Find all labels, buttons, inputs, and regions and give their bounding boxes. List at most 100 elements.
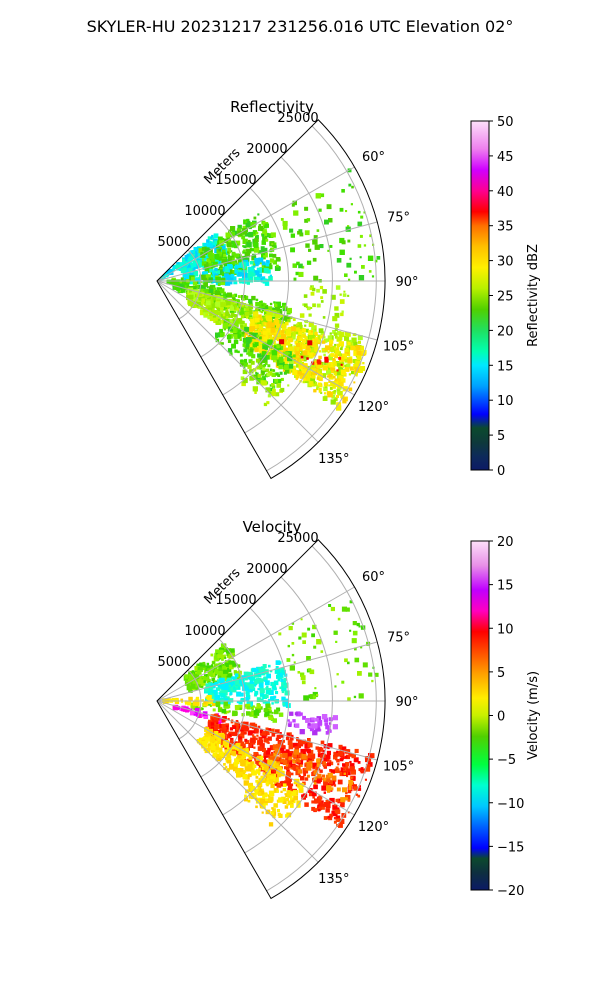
radar-gate [279,767,283,771]
radar-gate [230,226,236,232]
radar-gate [233,255,236,258]
radar-gate [276,359,280,363]
radar-gate [193,247,198,251]
radar-gate [302,374,308,380]
radar-gate [189,710,195,716]
radar-gate [246,281,250,285]
radar-gate [278,364,283,370]
radar-gate [264,711,270,717]
radar-gate [268,710,272,714]
radar-gate [347,789,352,794]
radar-gate [243,684,246,687]
radar-gate [287,644,290,648]
radar-gate [269,356,273,360]
radar-gate [313,235,318,240]
radar-gate [206,662,210,666]
radar-gate [300,355,304,359]
radar-gate [202,296,206,299]
radar-gate [261,248,267,253]
radar-gate [237,704,243,710]
radar-gate [242,228,245,231]
radar-gate [299,729,305,735]
radar-gate [195,672,198,675]
radar-gate [221,249,226,254]
radar-gate [315,766,320,771]
radar-gate [220,694,223,697]
radar-gate [314,808,318,811]
radar-gate [224,704,229,709]
radar-gate [298,774,301,778]
radar-gate [279,356,284,361]
radar-gate [271,807,274,810]
radar-gate [189,676,195,681]
radar-gate [247,364,252,369]
radar-gate [316,776,322,782]
radar-gate [236,307,240,311]
radar-gate [226,758,232,764]
radar-gate [326,778,331,783]
radar-gate [307,742,313,748]
radar-gate [279,314,283,318]
radar-gate [259,339,264,345]
radar-gate [255,231,259,235]
radar-gate [269,384,273,387]
radar-gate [295,371,300,376]
radar-gate [238,736,242,740]
radar-gate [262,777,269,783]
radar-gate [288,348,291,351]
radar-gate [236,772,241,778]
radar-gate [229,664,234,670]
radar-gate [206,676,210,679]
radar-gate [219,671,223,676]
radar-gate [253,324,257,328]
radar-gate [311,285,314,288]
radar-gate [228,733,232,737]
radar-gate [312,691,318,698]
radar-gate [206,239,210,243]
radar-gate [292,759,296,763]
radar-gate [260,377,264,382]
radar-gate [186,295,192,300]
radar-gate [265,387,271,393]
radar-gate [296,761,300,764]
radar-gate [276,734,281,739]
radar-gate [369,234,372,238]
radar-gate [237,734,241,737]
radar-gate [303,695,309,701]
radar-gate [296,261,300,266]
radar-gate [230,309,234,313]
radar-gate [272,718,277,723]
radar-gate [303,303,308,308]
radar-gate [258,326,264,331]
radar-gate [250,676,256,681]
radar-gate [196,301,202,307]
radar-gate [282,701,289,707]
colorbar [470,120,490,471]
radar-gate [187,292,192,297]
radar-gate [206,267,210,271]
radar-gate [274,379,279,383]
radar-gate [310,365,314,369]
radar-gate [209,705,212,707]
radar-gate [272,814,276,819]
radar-gate [166,279,172,285]
radar-gate [306,748,311,754]
radar-gate [252,712,255,715]
radar-gate [284,805,289,809]
radar-gate [237,334,241,338]
radar-gate [257,374,262,378]
radar-gate [265,763,269,767]
radar-gate [287,384,290,387]
radar-gate [336,388,341,393]
radar-gate [258,224,261,227]
radar-gate [226,700,231,705]
radar-gate [334,335,338,339]
radar-gate [184,255,189,259]
radar-gate [344,273,348,277]
radar-gate [264,676,268,680]
radar-gate [315,363,319,367]
radar-gate [282,783,287,787]
radar-gate [245,345,249,350]
radar-gate [312,303,316,308]
radar-gate [217,311,221,315]
